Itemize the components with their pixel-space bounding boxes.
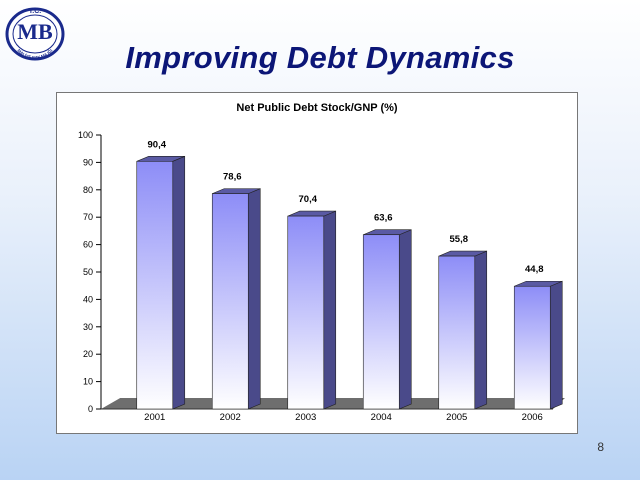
bar-2002 xyxy=(211,188,261,410)
y-tick-label: 0 xyxy=(88,404,93,414)
logo-top-text: T.C. xyxy=(29,8,42,15)
y-tick-label: 10 xyxy=(83,377,93,387)
x-tick-label: 2003 xyxy=(295,412,316,423)
chart-title: Net Public Debt Stock/GNP (%) xyxy=(236,102,397,114)
data-label: 63,6 xyxy=(374,213,393,224)
bar-2003 xyxy=(287,210,337,410)
x-tick-label: 2005 xyxy=(446,412,467,423)
bar-side xyxy=(323,210,337,410)
data-label: 78,6 xyxy=(223,172,242,183)
x-tick-label: 2002 xyxy=(220,412,241,423)
x-tick-label: 2004 xyxy=(371,412,392,423)
bars xyxy=(136,155,563,410)
x-tick-label: 2001 xyxy=(144,412,165,423)
x-tick-label: 2006 xyxy=(522,412,543,423)
y-tick-label: 40 xyxy=(83,294,93,304)
y-tick-label: 30 xyxy=(83,322,93,332)
bar-side xyxy=(549,280,563,410)
bar-2001 xyxy=(136,155,186,410)
y-tick-label: 60 xyxy=(83,240,93,250)
y-tick-label: 90 xyxy=(83,157,93,167)
bar-2006 xyxy=(513,280,563,410)
slide-title: Improving Debt Dynamics xyxy=(125,40,515,75)
bar-front xyxy=(136,161,174,410)
y-tick-label: 80 xyxy=(83,185,93,195)
bar-side xyxy=(172,155,186,410)
bar-side xyxy=(474,250,488,410)
data-label: 70,4 xyxy=(299,194,318,205)
bar-2005 xyxy=(438,250,488,410)
data-labels: 90,4 78,6 70,4 63,6 55,8 44,8 xyxy=(148,139,544,275)
bar-side xyxy=(398,229,412,410)
y-tick-label: 20 xyxy=(83,349,93,359)
logo-main-text: MB xyxy=(17,19,53,44)
bar-chart: Net Public Debt Stock/GNP (%) 0 10 20 30 40 5… xyxy=(78,102,565,423)
x-axis: 2001 2002 2003 2004 2005 2006 xyxy=(144,412,543,423)
bar-front xyxy=(513,285,551,410)
y-tick-label: 70 xyxy=(83,212,93,222)
chart-panel: Net Public Debt Stock/GNP (%) 0 10 20 30 40 5… xyxy=(56,92,578,434)
bar-front xyxy=(287,215,325,410)
data-label: 90,4 xyxy=(148,139,167,150)
bar-front xyxy=(362,234,400,410)
y-tick-label: 50 xyxy=(83,267,93,277)
y-axis: 0 10 20 30 40 50 60 70 80 90 100 xyxy=(78,130,102,414)
page-number: 8 xyxy=(597,440,604,454)
data-label: 55,8 xyxy=(450,234,469,245)
ministry-logo: T.C. MB MALİYE BAKANLIĞI xyxy=(2,2,68,62)
bar-2004 xyxy=(362,229,412,410)
bar-side xyxy=(247,188,261,410)
bar-front xyxy=(438,255,476,410)
bar-front xyxy=(211,193,249,410)
data-label: 44,8 xyxy=(525,264,544,275)
y-tick-label: 100 xyxy=(78,130,93,140)
